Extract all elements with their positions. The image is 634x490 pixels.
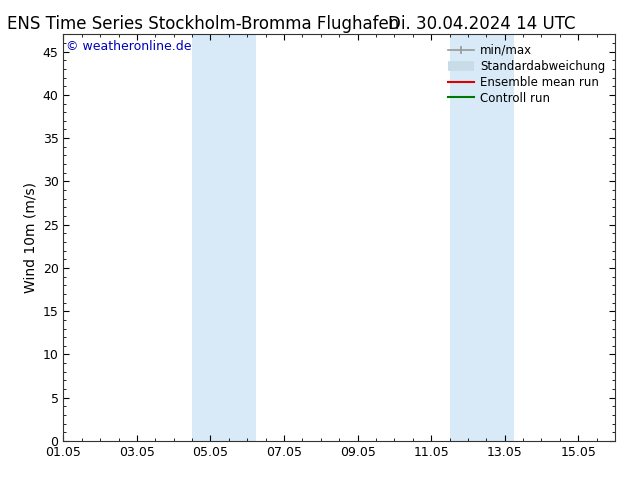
Legend: min/max, Standardabweichung, Ensemble mean run, Controll run: min/max, Standardabweichung, Ensemble me…: [445, 40, 609, 108]
Bar: [192, 34, 256, 441]
Bar: [450, 34, 514, 441]
Y-axis label: Wind 10m (m/s): Wind 10m (m/s): [23, 182, 37, 293]
Text: Di. 30.04.2024 14 UTC: Di. 30.04.2024 14 UTC: [388, 15, 576, 33]
Text: © weatheronline.de: © weatheronline.de: [66, 40, 191, 53]
Text: ENS Time Series Stockholm-Bromma Flughafen: ENS Time Series Stockholm-Bromma Flughaf…: [7, 15, 399, 33]
